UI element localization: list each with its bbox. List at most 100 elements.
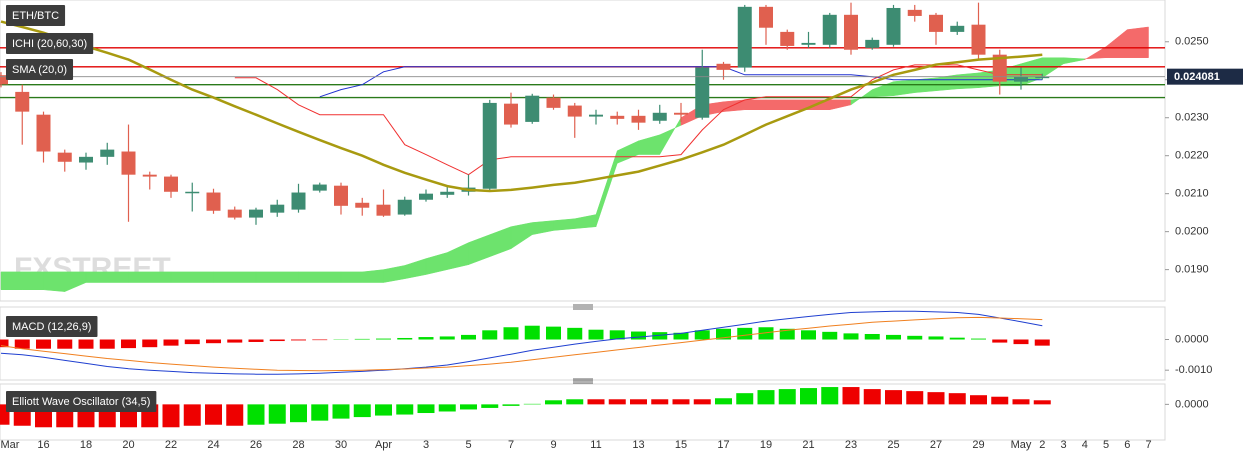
ewo-bar <box>1033 400 1051 405</box>
ichimoku-cloud <box>0 271 23 290</box>
x-tick-label: 25 <box>887 439 899 451</box>
macd-histogram-bar <box>609 330 625 340</box>
candle-body <box>652 112 667 121</box>
ichimoku-cloud <box>192 271 214 283</box>
candle-body <box>376 204 391 216</box>
macd-histogram-bar <box>971 338 986 340</box>
panel-resizer[interactable] <box>573 378 593 384</box>
ewo-bar <box>672 399 690 405</box>
ichimoku-cloud <box>298 271 320 283</box>
last-price-label: 0.024081 <box>1174 71 1220 83</box>
candle-body <box>886 7 901 45</box>
ewo-bar <box>162 404 180 428</box>
macd-histogram-bar <box>418 337 434 340</box>
y-tick-label: 0.0000 <box>1175 398 1209 410</box>
x-tick-label: 15 <box>675 439 687 451</box>
macd-histogram-bar <box>673 332 689 340</box>
x-tick-label: 2 <box>1039 439 1045 451</box>
ewo-bar <box>885 390 902 405</box>
ewo-bar <box>268 404 286 424</box>
candle-body <box>1014 76 1028 82</box>
y-tick-label: 0.0230 <box>1175 112 1209 124</box>
ewo-bar <box>693 399 711 405</box>
macd-histogram-bar <box>78 339 94 349</box>
ewo-bar <box>778 389 796 405</box>
candle-body <box>567 105 582 117</box>
ewo-bar <box>438 404 456 412</box>
macd-histogram-bar <box>57 339 73 349</box>
ewo-bar <box>0 404 10 425</box>
candle-body <box>865 39 880 48</box>
ewo-bar <box>481 404 499 408</box>
candle-body <box>164 176 178 192</box>
y-tick-label: 0.0220 <box>1175 150 1209 162</box>
macd-histogram-bar <box>758 327 774 340</box>
y-tick-label: 0.0210 <box>1175 188 1209 200</box>
ewo-bar <box>183 404 201 426</box>
ichimoku-cloud <box>213 271 235 283</box>
ewo-bar <box>353 404 371 418</box>
candle-body <box>546 97 561 108</box>
candle-body <box>100 149 115 157</box>
candle-body <box>971 24 986 55</box>
candle-body <box>121 151 136 175</box>
x-tick-label: 30 <box>335 439 347 451</box>
ewo-bar <box>927 392 945 405</box>
panel-resizer[interactable] <box>573 304 593 310</box>
macd-histogram-bar <box>227 339 243 343</box>
ewo-bar <box>842 387 860 405</box>
indicator-label-box <box>6 33 94 54</box>
macd-histogram-bar <box>376 338 391 340</box>
candle-body <box>440 191 455 195</box>
candle-body <box>759 6 773 28</box>
ewo-bar <box>651 399 669 405</box>
macd-histogram-bar <box>99 339 115 349</box>
macd-histogram-bar <box>716 328 731 340</box>
indicator-label-box <box>6 391 157 412</box>
ewo-bar <box>608 399 626 405</box>
x-tick-label: 3 <box>423 439 429 451</box>
y-tick-label: 0.0000 <box>1175 333 1209 345</box>
ichimoku-cloud <box>255 271 278 283</box>
ichimoku-cloud <box>128 271 150 283</box>
macd-histogram-bar <box>163 339 179 346</box>
y-tick-label: 0.0250 <box>1175 36 1209 48</box>
macd-histogram-bar <box>694 330 710 340</box>
x-tick-label: 27 <box>930 439 942 451</box>
x-tick-label: 17 <box>717 439 729 451</box>
macd-histogram-bar <box>248 339 264 342</box>
candle-body <box>907 9 922 16</box>
y-tick-label: -0.0010 <box>1175 364 1212 376</box>
candle-body <box>270 204 285 213</box>
x-tick-label: 24 <box>207 439 219 451</box>
ichimoku-cloud <box>553 218 575 231</box>
ewo-bar <box>1012 399 1030 405</box>
ewo-bar <box>460 404 477 410</box>
x-tick-label: 20 <box>122 439 134 451</box>
macd-histogram-bar <box>269 339 285 342</box>
macd-histogram-bar <box>949 337 965 340</box>
ewo-bar <box>821 387 839 405</box>
candle-body <box>312 184 327 191</box>
macd-histogram-bar <box>801 330 816 340</box>
candle-body <box>992 54 1007 82</box>
macd-histogram-bar <box>142 339 158 348</box>
ichimoku-cloud <box>893 79 915 96</box>
ichimoku-cloud <box>22 271 44 290</box>
indicator-label: ETH/BTC <box>12 10 59 22</box>
candle-body <box>206 192 221 211</box>
macd-histogram-bar <box>928 336 944 340</box>
ewo-bar <box>991 396 1009 405</box>
ewo-bar <box>396 404 414 415</box>
ichimoku-cloud <box>43 271 65 292</box>
candle-body <box>822 14 837 45</box>
macd-histogram-bar <box>312 339 328 341</box>
indicator-label: ICHI (20,60,30) <box>12 38 87 50</box>
candle-body <box>674 112 688 115</box>
ewo-bar <box>757 390 775 405</box>
x-tick-label: 4 <box>1082 439 1088 451</box>
macd-histogram-bar <box>779 328 795 340</box>
macd-histogram-bar <box>631 331 646 340</box>
ichimoku-cloud <box>1127 26 1149 58</box>
